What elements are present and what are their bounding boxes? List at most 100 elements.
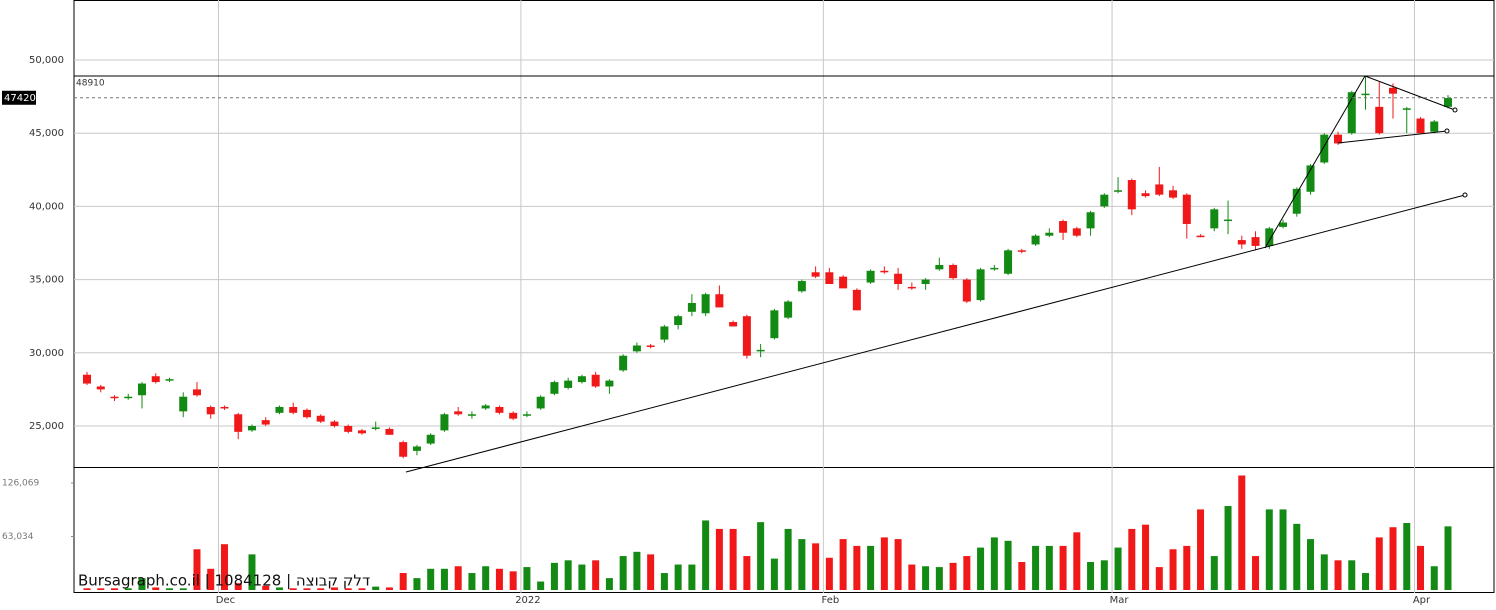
- candle-body: [1334, 134, 1343, 144]
- volume-tick-label: 63,034: [2, 532, 34, 542]
- candle-body: [1072, 228, 1081, 236]
- volume-bar: [179, 588, 187, 590]
- volume-bar: [1073, 532, 1081, 590]
- candle-body: [220, 406, 229, 409]
- volume-bar: [935, 567, 943, 590]
- candle-body: [770, 310, 779, 339]
- candle-body: [866, 270, 875, 283]
- candle-body: [522, 414, 531, 416]
- candle-body: [1169, 190, 1178, 198]
- candle-body: [179, 396, 188, 412]
- volume-bar: [344, 588, 352, 590]
- volume-bar: [798, 539, 806, 590]
- volume-bar: [1265, 509, 1273, 590]
- volume-bar: [124, 588, 132, 590]
- volume-bar: [1293, 523, 1301, 590]
- volume-bar: [1417, 545, 1425, 590]
- candle-body: [921, 279, 930, 284]
- volume-bar: [757, 522, 765, 590]
- volume-bar: [1169, 549, 1177, 590]
- volume-bar: [743, 556, 751, 590]
- candle-body: [371, 427, 380, 429]
- x-tick-label: Dec: [216, 595, 235, 606]
- volume-bar: [619, 556, 627, 590]
- volume-bar: [605, 578, 613, 590]
- candle-body: [344, 425, 353, 432]
- candle-body: [1279, 222, 1288, 227]
- volume-bar: [729, 528, 737, 590]
- volume-bar: [262, 585, 270, 590]
- volume-bar: [303, 588, 311, 590]
- volume-bar: [853, 545, 861, 590]
- y-tick-label: 35,000: [29, 275, 64, 286]
- volume-bar: [1032, 545, 1040, 590]
- candle-body: [1402, 108, 1411, 110]
- volume-bar: [963, 556, 971, 590]
- candle-body: [357, 430, 366, 434]
- candle-body: [1141, 193, 1150, 197]
- volume-bar: [1252, 556, 1260, 590]
- volume-bar: [633, 551, 641, 590]
- y-tick-label: 30,000: [29, 348, 64, 359]
- marks: [83, 76, 1452, 590]
- candle-body: [1017, 250, 1026, 252]
- candle-body: [83, 374, 91, 384]
- candle-body: [151, 376, 160, 383]
- candle-body: [852, 289, 861, 311]
- volume-bar: [1307, 539, 1315, 590]
- candle-body: [234, 414, 243, 432]
- volume-bar: [1059, 545, 1067, 590]
- volume-bar: [1100, 560, 1108, 590]
- volume-bar: [812, 543, 820, 590]
- volume-bar: [839, 539, 847, 590]
- candle-body: [385, 428, 394, 435]
- x-tick-label: 2022: [515, 595, 540, 606]
- grid: [71, 0, 1494, 593]
- candle-body: [605, 380, 614, 387]
- volume-bar: [825, 557, 833, 590]
- candle-body: [247, 425, 256, 431]
- candle-body: [990, 267, 999, 270]
- candle-body: [660, 326, 669, 340]
- volume-bar: [1375, 537, 1383, 590]
- volume-bar: [152, 587, 160, 590]
- volume-bar: [440, 568, 448, 590]
- candle-body: [1444, 98, 1452, 107]
- candle-body: [674, 316, 683, 325]
- last-price-label: 47420: [4, 93, 36, 104]
- volume-bar: [537, 581, 545, 590]
- volume-bar: [1018, 562, 1026, 590]
- high-line-label: 48910: [76, 78, 105, 88]
- trend-line: [405, 194, 1466, 473]
- volume-bar: [165, 588, 173, 590]
- volume-bar: [138, 578, 146, 590]
- candle-body: [302, 409, 311, 418]
- handle: [1444, 128, 1450, 134]
- candle-body: [1224, 219, 1233, 222]
- candle-body: [1086, 212, 1095, 229]
- volume-bar: [1142, 524, 1150, 590]
- volume-bar: [317, 588, 325, 590]
- x-tick-label: Apr: [1413, 595, 1431, 606]
- candle-body: [165, 379, 174, 381]
- volume-bar: [880, 537, 888, 590]
- volume-bar: [234, 583, 242, 590]
- candle-body: [1237, 240, 1246, 245]
- x-tick-label: Feb: [822, 595, 840, 606]
- volume-bar: [482, 566, 490, 590]
- volume-bar: [1389, 527, 1397, 590]
- candle-body: [894, 273, 903, 284]
- candle-body: [1320, 134, 1329, 163]
- candle-body: [454, 411, 463, 415]
- candle-body: [316, 415, 325, 422]
- volume-bar: [413, 578, 421, 590]
- volume-bar: [523, 567, 531, 590]
- candle-body: [536, 396, 545, 409]
- candle-body: [206, 406, 215, 415]
- x-tick-label: Mar: [1110, 595, 1130, 606]
- trend-lines: [405, 75, 1468, 473]
- volume-bar: [83, 588, 91, 590]
- candle-body: [1045, 232, 1054, 236]
- volume-bar: [1045, 545, 1053, 590]
- candle-body: [96, 386, 105, 390]
